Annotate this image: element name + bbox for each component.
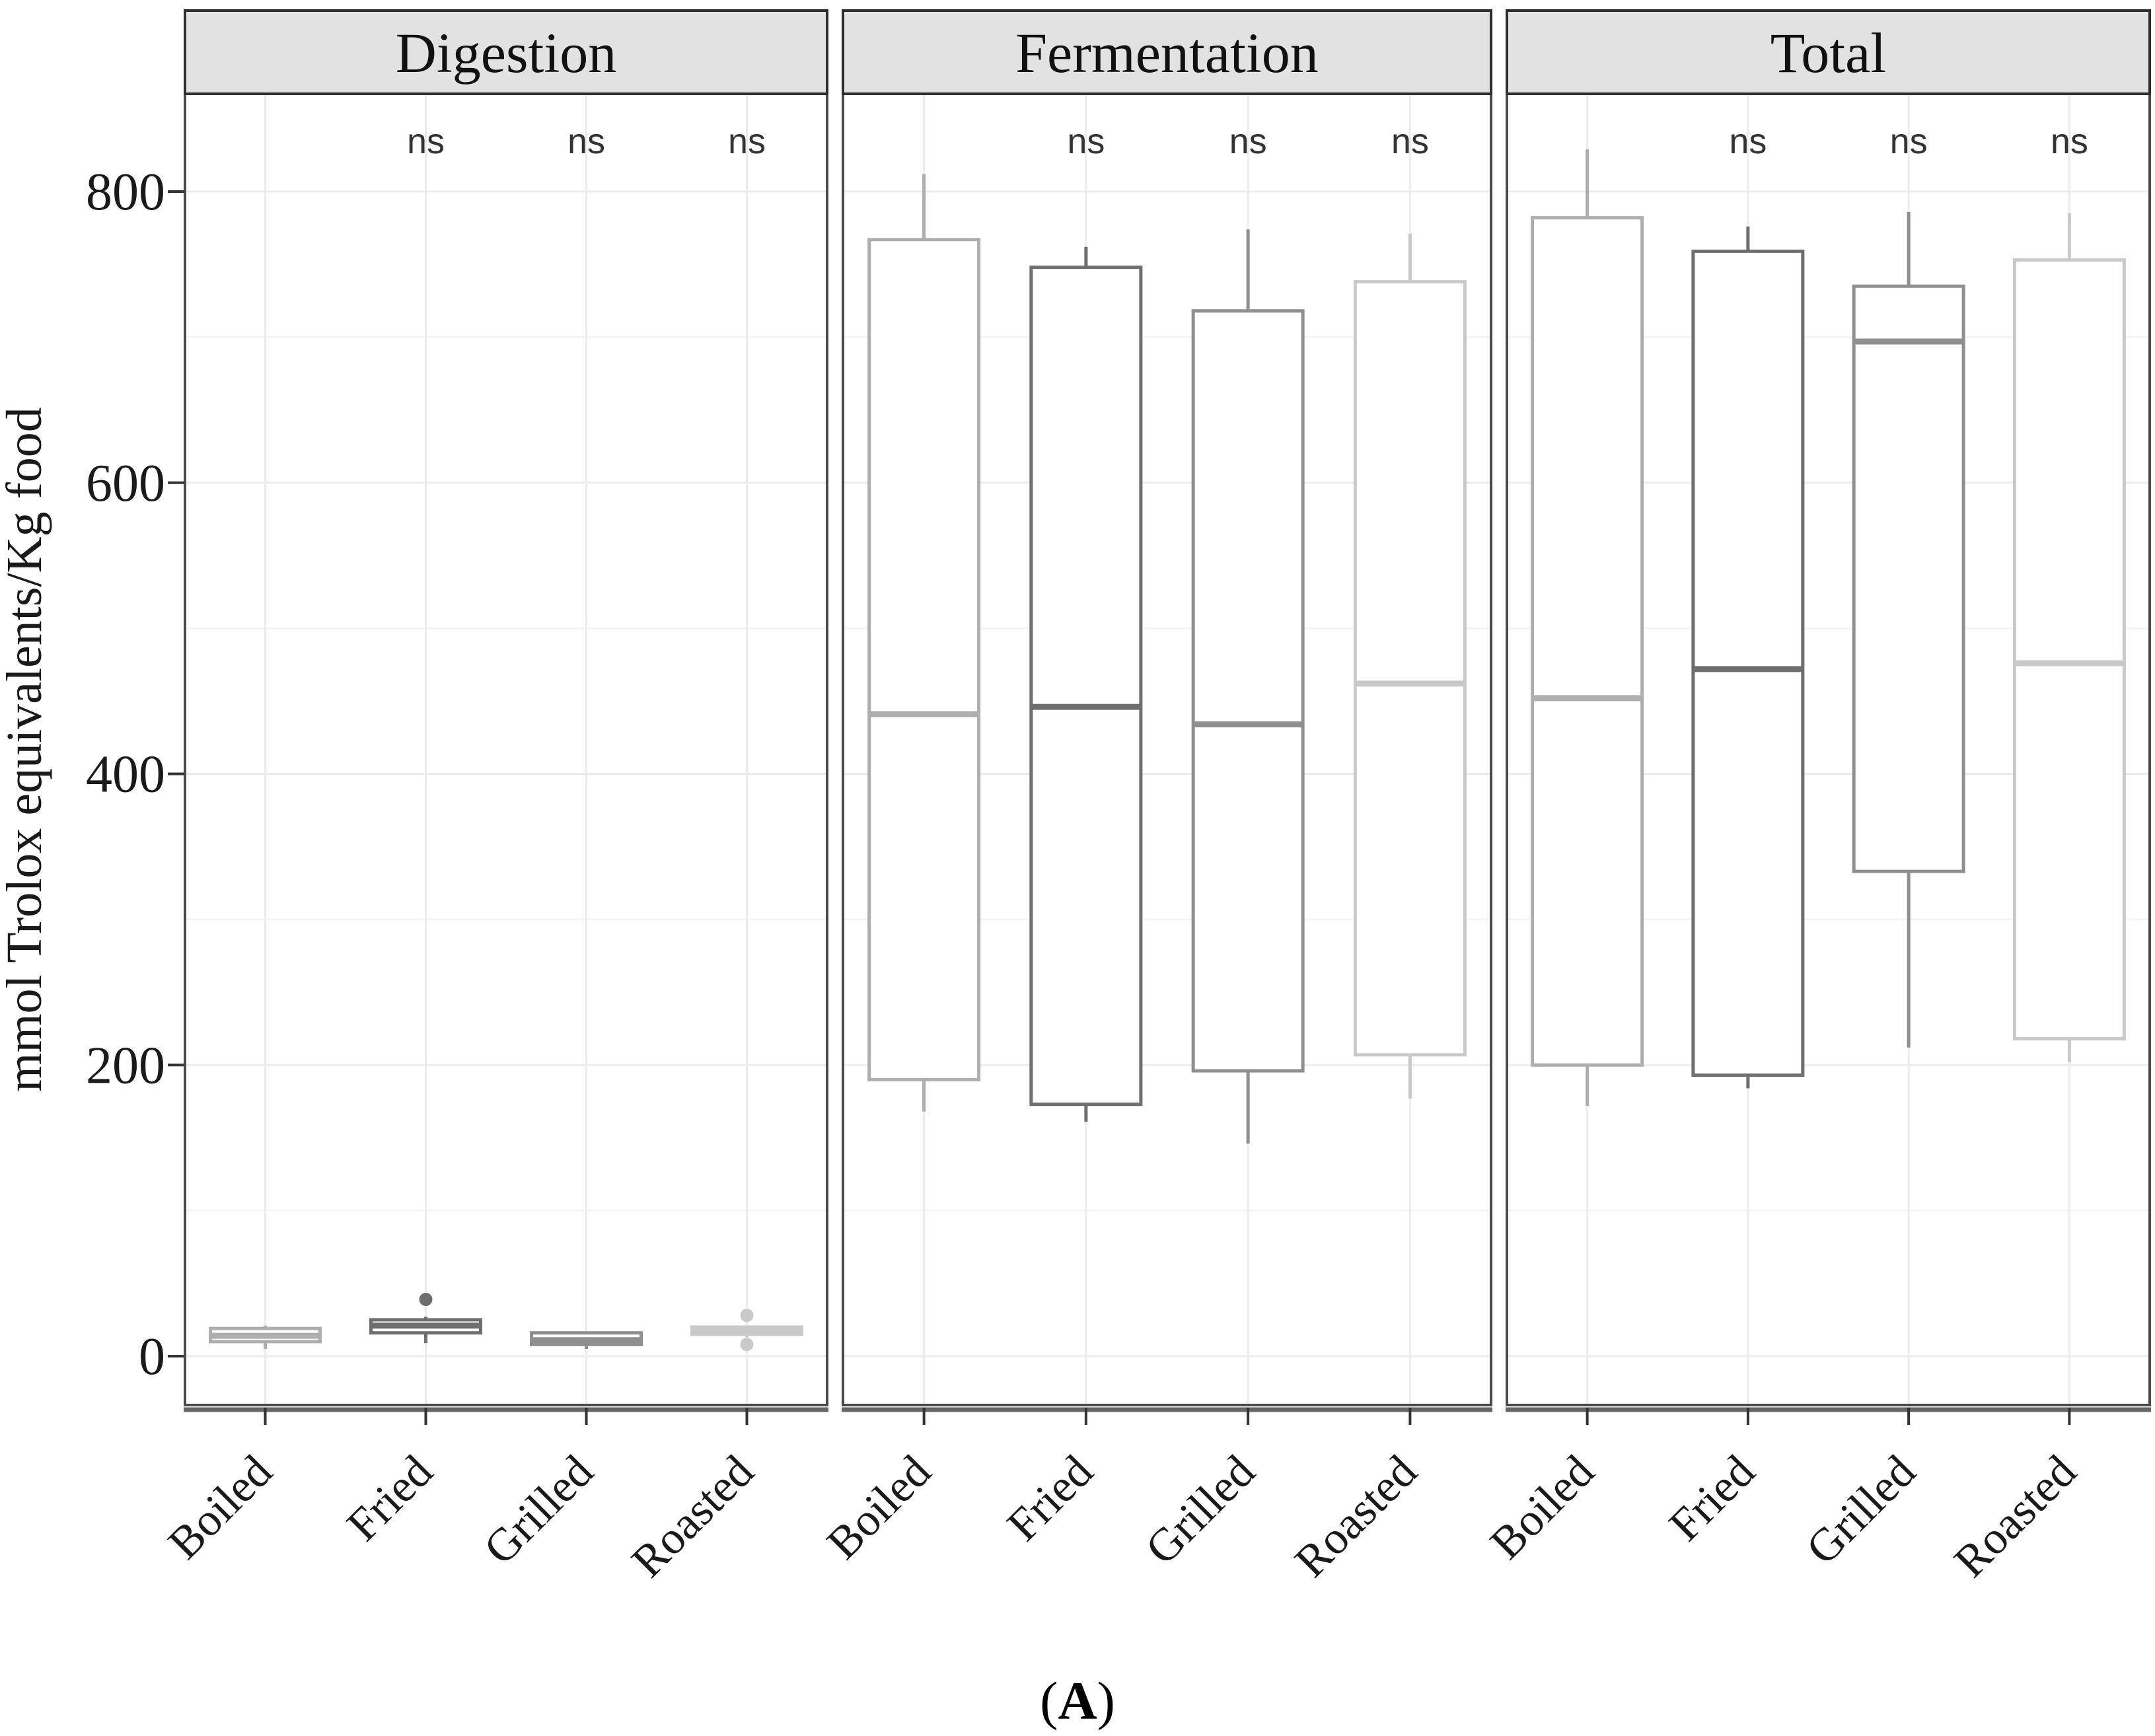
iqr-box <box>1531 216 1644 1067</box>
boxplot-fermentation-roasted <box>1353 233 1467 1099</box>
x-tick-label-boiled: Boiled <box>818 1446 941 1569</box>
facet-header <box>184 9 828 95</box>
y-tick-label-800: 800 <box>86 163 165 221</box>
x-tick-label-fried: Fried <box>338 1446 443 1551</box>
ns-annotation: ns <box>407 122 445 161</box>
x-tick-label-fried: Fried <box>1660 1446 1765 1551</box>
caption-letter: A <box>1058 1671 1097 1731</box>
boxplot-digestion-fried <box>369 1293 482 1344</box>
facet-panel-fermentation: Fermentation ns ns ns Boiled Fried Grilled Roas… <box>818 9 1492 1587</box>
iqr-box <box>1191 309 1305 1073</box>
caption-paren-close: ) <box>1097 1671 1115 1731</box>
ns-annotation: ns <box>1729 122 1767 161</box>
iqr-box <box>1029 266 1143 1106</box>
boxplot-digestion-boiled <box>209 1325 322 1349</box>
iqr-box <box>1353 280 1467 1057</box>
panel-background <box>185 94 827 1405</box>
x-tick-label-grilled: Grilled <box>1797 1446 1926 1575</box>
ns-annotation: ns <box>2051 122 2088 161</box>
outlier-point <box>740 1338 754 1352</box>
y-tick-label-200: 200 <box>86 1036 165 1095</box>
facet-panel-digestion: Digestion ns ns ns Boiled Fried Grilled Roasted <box>159 9 828 1587</box>
x-tick-label-roasted: Roasted <box>622 1446 764 1587</box>
ns-annotation: ns <box>1890 122 1928 161</box>
boxplot-total-roasted <box>2012 213 2126 1062</box>
facet-header-label: Fermentation <box>1015 21 1319 85</box>
boxplot-total-grilled <box>1852 211 1965 1048</box>
iqr-box <box>867 238 981 1081</box>
ns-annotation: ns <box>1067 122 1105 161</box>
x-tick-label-grilled: Grilled <box>1136 1446 1265 1575</box>
y-axis: mmol Trolox equivalents/Kg food 0 200 400 60… <box>0 163 184 1386</box>
y-tick-label-600: 600 <box>86 454 165 513</box>
x-tick-label-boiled: Boiled <box>159 1446 281 1569</box>
facet-header-label: Digestion <box>396 21 616 85</box>
outlier-point <box>740 1309 754 1322</box>
boxplot-total-boiled <box>1531 149 1644 1106</box>
x-tick-label-grilled: Grilled <box>474 1446 603 1575</box>
boxplot-total-fried <box>1691 226 1805 1089</box>
y-tick-label-400: 400 <box>86 746 165 804</box>
ns-annotation: ns <box>1391 122 1429 161</box>
boxplot-digestion-roasted <box>690 1309 803 1352</box>
outlier-point <box>419 1293 433 1307</box>
y-tick-label-0: 0 <box>139 1328 165 1386</box>
x-tick-label-roasted: Roasted <box>1286 1446 1427 1587</box>
figure-caption: (A) <box>0 1670 2155 1732</box>
x-tick-label-fried: Fried <box>998 1446 1103 1551</box>
boxplot-digestion-grilled <box>530 1331 643 1349</box>
boxplot-fermentation-grilled <box>1191 229 1305 1144</box>
iqr-box <box>1691 249 1805 1077</box>
ns-annotation: ns <box>728 122 766 161</box>
boxplot-fermentation-boiled <box>867 174 981 1112</box>
y-axis-title: mmol Trolox equivalents/Kg food <box>0 407 52 1092</box>
caption-paren-open: ( <box>1040 1671 1058 1731</box>
facet-header <box>1506 9 2151 95</box>
facet-header-label: Total <box>1771 21 1887 85</box>
ns-annotation: ns <box>1229 122 1267 161</box>
facet-header <box>842 9 1492 95</box>
ns-annotation: ns <box>567 122 605 161</box>
x-tick-label-boiled: Boiled <box>1481 1446 1604 1569</box>
iqr-box <box>1852 284 1965 873</box>
x-tick-label-roasted: Roasted <box>1945 1446 2086 1587</box>
boxplot-fermentation-fried <box>1029 246 1143 1122</box>
iqr-box <box>2012 258 2126 1041</box>
